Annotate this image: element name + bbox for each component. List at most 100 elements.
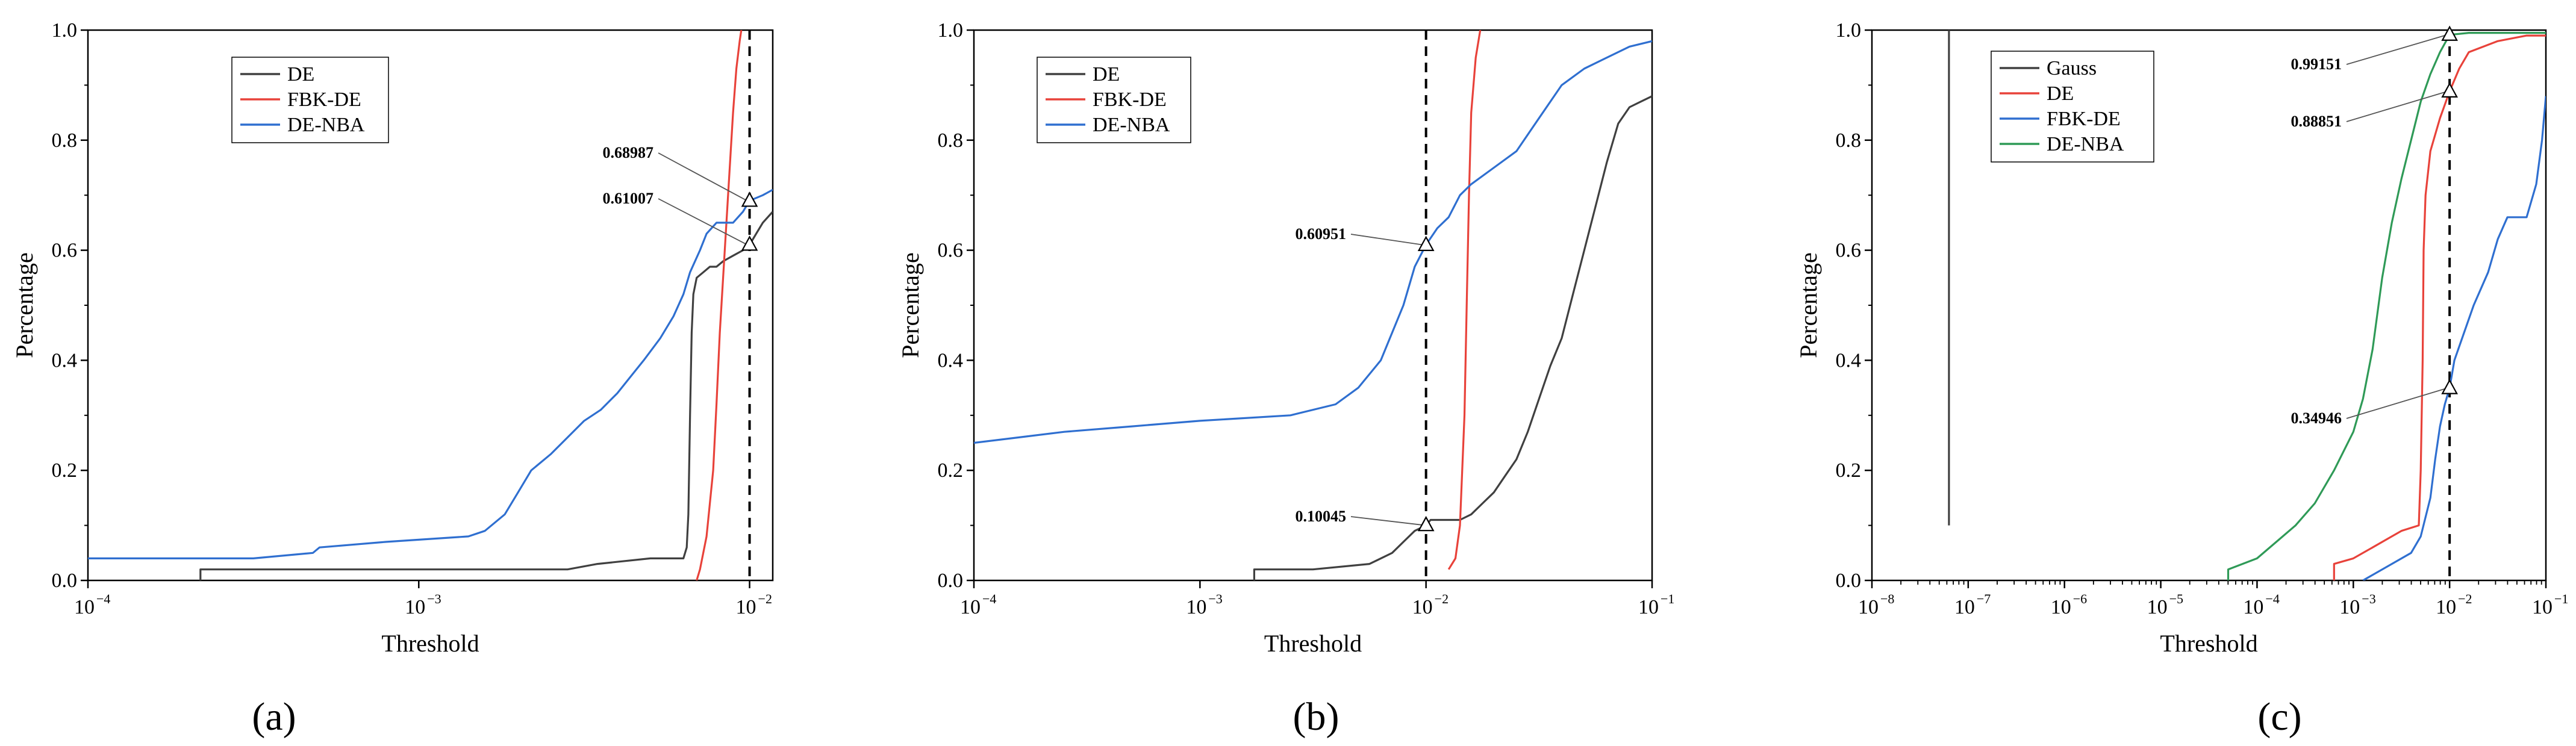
panel-a-plot-frame	[87, 29, 774, 582]
panel-c-legend-label: DE-NBA	[2047, 133, 2124, 155]
panel-a-annotation-label: 0.61007	[603, 190, 654, 207]
panel-b-annotation-marker	[1417, 235, 1435, 252]
panel-b-series-group	[974, 30, 1652, 580]
panel-b-annotation-marker	[1417, 515, 1435, 532]
panel-c-y-tick-label: 1.0	[1836, 19, 1862, 42]
panel-c-x-axis-title: Threshold	[2160, 630, 2257, 657]
panel-b: 0.00.20.40.60.81.010 −4 10 −3 10 −2 10 −1Thresh…	[897, 19, 1674, 739]
panel-c-annotation-leader	[2346, 387, 2448, 419]
panel-b-y-tick-label: 0.0	[938, 570, 964, 592]
panel-b-annotation-leader	[1350, 234, 1424, 246]
panel-c-annotation-label: 0.34946	[2291, 409, 2342, 427]
panel-b-y-axis-title: Percentage	[897, 252, 924, 358]
panel-c-y-axis-title: Percentage	[1795, 252, 1822, 358]
panel-b-x-axis-title: Threshold	[1264, 630, 1362, 657]
panel-a-legend-label: FBK-DE	[287, 89, 361, 111]
panel-b-x-tick-label: 10	[960, 596, 981, 618]
panel-b-x-tick-exponent: −1	[1661, 591, 1674, 606]
panel-c-y-tick-label: 0.8	[1836, 129, 1862, 152]
panel-a-x-tick-exponent: −3	[427, 591, 441, 606]
panel-a-x-tick-label: 10	[74, 596, 95, 618]
panel-b-legend-label: DE	[1093, 63, 1120, 85]
panel-a-y-tick-label: 1.0	[52, 19, 78, 42]
panel-b-x-tick-exponent: −4	[982, 591, 996, 606]
panel-a-y-tick-label: 0.4	[52, 349, 78, 371]
panel-a-annotation-leader	[658, 198, 747, 246]
panel-c-legend-label: Gauss	[2047, 57, 2097, 79]
panel-b-sub-label: (b)	[1293, 695, 1339, 739]
panel-c-y-tick-label: 0.2	[1836, 459, 1862, 482]
panel-c-y-tick-label: 0.4	[1836, 349, 1862, 371]
panel-c-x-tick-label: 10	[2051, 596, 2071, 618]
panel-a-annotation-label: 0.68987	[603, 144, 654, 161]
panel-a-y-tick-label: 0.8	[52, 129, 78, 152]
panel-c-x-tick-exponent: −1	[2554, 591, 2568, 606]
panel-a-sub-label: (a)	[252, 695, 296, 739]
panel-a-series-de-nba	[88, 188, 773, 559]
panel-a-series-fbk-de	[696, 30, 743, 580]
panel-a-annotation-marker	[741, 191, 758, 207]
panel-c-annotation-marker	[2441, 379, 2458, 394]
panel-b-x-tick-exponent: −3	[1208, 591, 1222, 606]
panel-c-x-tick-exponent: −7	[1977, 591, 1991, 606]
panel-c-series-de	[2333, 34, 2546, 580]
panel-a-series-de	[199, 211, 773, 580]
panel-c-annotation-marker	[2441, 25, 2458, 41]
panel-b-y-tick-label: 0.8	[938, 129, 964, 152]
panel-c-series-de-nba	[2227, 32, 2546, 580]
panel-b-annotation-label: 0.60951	[1296, 225, 1347, 243]
panel-a-x-tick-label: 10	[736, 596, 756, 618]
panel-c-annotation-marker	[2441, 82, 2458, 98]
panel-a-x-tick-exponent: −4	[96, 591, 110, 606]
panel-c-annotation-label: 0.88851	[2291, 113, 2342, 130]
panel-b-annotation-label: 0.10045	[1296, 508, 1347, 525]
panel-c-annotation-label: 0.99151	[2291, 55, 2342, 73]
panel-c-x-tick-exponent: −2	[2458, 591, 2472, 606]
panel-b-legend-label: FBK-DE	[1093, 89, 1167, 111]
panel-c-x-tick-label: 10	[2243, 596, 2263, 618]
panel-a-x-tick-exponent: −2	[758, 591, 772, 606]
panel-c-y-tick-label: 0.0	[1836, 570, 1862, 592]
panel-c-x-tick-exponent: −3	[2362, 591, 2375, 606]
panel-b-x-tick-exponent: −2	[1435, 591, 1449, 606]
panel-a-x-tick-label: 10	[405, 596, 425, 618]
panel-b-series-de	[1253, 95, 1652, 580]
panel-c-x-tick-exponent: −8	[1880, 591, 1894, 606]
panel-a-y-tick-label: 0.6	[52, 240, 78, 262]
panel-c-series-fbk-de	[2362, 96, 2546, 580]
panel-b-x-tick-label: 10	[1638, 596, 1659, 618]
panel-a-legend-label: DE	[287, 63, 314, 85]
panel-c-x-tick-exponent: −4	[2265, 591, 2279, 606]
panel-b-y-tick-label: 0.2	[938, 459, 964, 482]
panel-c-x-tick-exponent: −5	[2169, 591, 2183, 606]
panel-b-y-tick-label: 0.6	[938, 240, 964, 262]
panel-a-x-axis-title: Threshold	[381, 630, 479, 657]
panel-c-x-tick-label: 10	[2339, 596, 2360, 618]
panel-a-y-tick-label: 0.0	[52, 570, 78, 592]
panel-a: 0.00.20.40.60.81.010 −4 10 −3 10 −2ThresholdP…	[11, 19, 774, 739]
panel-c-annotation-leader	[2346, 91, 2448, 122]
panel-c-x-tick-label: 10	[2147, 596, 2168, 618]
panel-c-legend-label: DE	[2047, 82, 2074, 105]
panel-c-x-tick-exponent: −6	[2073, 591, 2087, 606]
panel-c-x-tick-label: 10	[1858, 596, 1879, 618]
panel-c-x-tick-label: 10	[2532, 596, 2553, 618]
panel-a-annotation-leader	[658, 152, 747, 202]
panel-c-legend-label: FBK-DE	[2047, 108, 2121, 130]
panel-b-series-fbk-de	[1447, 30, 1482, 570]
panel-c-x-tick-label: 10	[2436, 596, 2456, 618]
panel-b-x-tick-label: 10	[1186, 596, 1206, 618]
panel-b-y-tick-label: 1.0	[938, 19, 964, 42]
panel-c-plot-frame	[1871, 29, 2547, 582]
panel-c-y-tick-label: 0.6	[1836, 240, 1862, 262]
panel-c: 0.00.20.40.60.81.010 −8 10 −7 10 −6 10 −5 10 −4 10…	[1795, 19, 2568, 739]
panel-a-y-axis-title: Percentage	[11, 252, 38, 358]
panel-c-x-tick-label: 10	[1954, 596, 1975, 618]
panel-a-y-tick-label: 0.2	[52, 459, 78, 482]
panel-a-series-group	[88, 30, 773, 580]
panel-b-x-tick-label: 10	[1412, 596, 1433, 618]
panel-b-legend-label: DE-NBA	[1093, 114, 1170, 136]
panel-b-series-de-nba	[974, 40, 1652, 444]
panel-b-y-tick-label: 0.4	[938, 349, 964, 371]
